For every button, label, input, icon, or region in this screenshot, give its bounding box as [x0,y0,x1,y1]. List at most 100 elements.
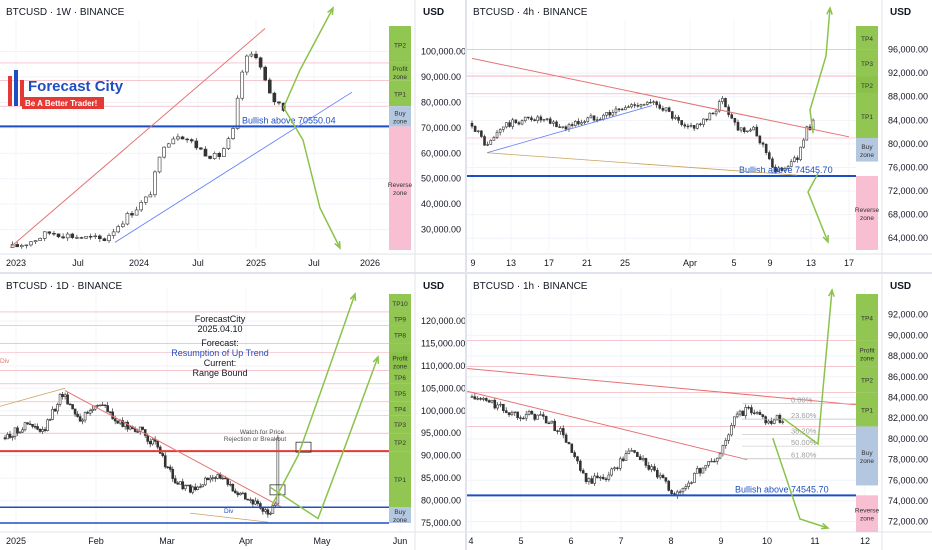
candle-body [31,424,34,427]
candle-body [18,431,22,434]
candle-body [573,121,577,126]
x-tick-label: Apr [239,536,253,546]
candle-body [664,477,668,482]
candle-body [581,470,585,474]
zone-band [389,433,411,452]
candle-body [593,475,596,484]
y-tick-label: 85,000.00 [421,473,461,483]
candle-body [721,98,724,102]
candle-body [530,117,533,121]
candle-body [746,130,749,133]
candle-body [81,419,84,422]
candle-body [199,147,203,150]
candle-body [473,125,477,132]
key-level-label: Bullish above 74545.70 [735,484,829,494]
zone-label: zone [393,190,407,197]
candle-body [76,413,79,417]
candle-body [143,196,148,203]
x-tick-label: 17 [844,258,854,268]
y-tick-label: 84,000.00 [888,392,928,402]
trendline-upper [9,28,266,248]
candle-body [13,427,17,437]
zone-label: zone [860,215,874,222]
candle-body [561,126,565,128]
candle-body [536,414,539,420]
candle-body [749,129,752,132]
candle-body [241,492,245,495]
candle-body [151,439,155,445]
candle-body [41,429,44,432]
divergence-line [0,387,66,407]
projection-up-arrow-head [826,6,833,15]
projection-alt-arrow-head [372,355,380,364]
candle-body [211,477,215,479]
candle-body [677,116,680,121]
candle-body [126,421,129,430]
candle-body [541,414,545,417]
candle-body [771,158,774,168]
trendline-base [486,152,798,176]
candle-body [542,118,546,121]
candle-body [777,167,780,172]
candle-body [730,114,734,119]
zone-label: TP2 [394,440,406,447]
chart-title: BTCUSD · 1h · BINANCE [473,281,588,292]
candle-body [761,414,765,417]
trendline-upper [471,57,850,138]
candle-body [605,112,608,116]
zone-band [856,366,878,393]
chart-svg-4h: BTCUSD · 4h · BINANCE USD 96,000.00 92,000.… [467,0,932,272]
candle-body [567,442,571,445]
x-tick-label: 21 [582,258,592,268]
candle-body [277,101,281,104]
zone-label: TP4 [394,407,406,414]
candle-body [133,428,137,432]
candle-body [739,127,743,131]
candle-body [139,202,143,211]
candle-body [580,122,583,125]
x-tick-label: 8 [668,536,673,546]
candle-body [590,478,594,484]
candle-body [733,416,736,426]
zone-band [389,80,411,107]
candle-body [667,107,671,112]
zone-band [856,49,878,77]
candle-body [687,482,690,487]
candle-body [510,412,514,415]
trendline-upper [467,368,857,406]
y-tick-label: 50,000.00 [421,174,461,184]
candle-body [713,460,716,463]
projection-down-arrow-head [822,234,829,244]
y-tick-label: 40,000.00 [421,199,461,209]
candle-body [16,427,19,434]
candle-body [168,466,172,470]
zone-label: Reverse [855,508,880,515]
candle-body [519,417,522,419]
candle-body [783,168,787,171]
candle-body [98,404,102,407]
candle-body [641,458,645,461]
candle-body [544,415,548,424]
chart-title: BTCUSD · 1D · BINANCE [6,281,122,292]
zone-band [389,401,411,416]
candle-body [180,136,185,140]
candle-body [162,146,166,158]
candle-body [185,138,189,141]
candle-body [649,101,652,104]
candle-body [83,412,87,421]
candle-body [504,410,508,413]
candle-body [249,53,254,57]
x-tick-label: Jul [308,258,320,268]
y-tick-label: 88,000.00 [888,92,928,102]
candle-body [718,453,722,459]
candle-body [650,466,653,470]
zone-label: Reverse [855,207,880,214]
candle-body [576,456,579,462]
zone-label: TP3 [861,61,873,68]
candle-body [523,116,527,121]
candle-body [758,412,762,416]
key-level-label: Bullish above 70550.04 [242,115,336,125]
candle-body [701,467,705,474]
candle-body [721,445,725,455]
candle-body [3,437,7,440]
